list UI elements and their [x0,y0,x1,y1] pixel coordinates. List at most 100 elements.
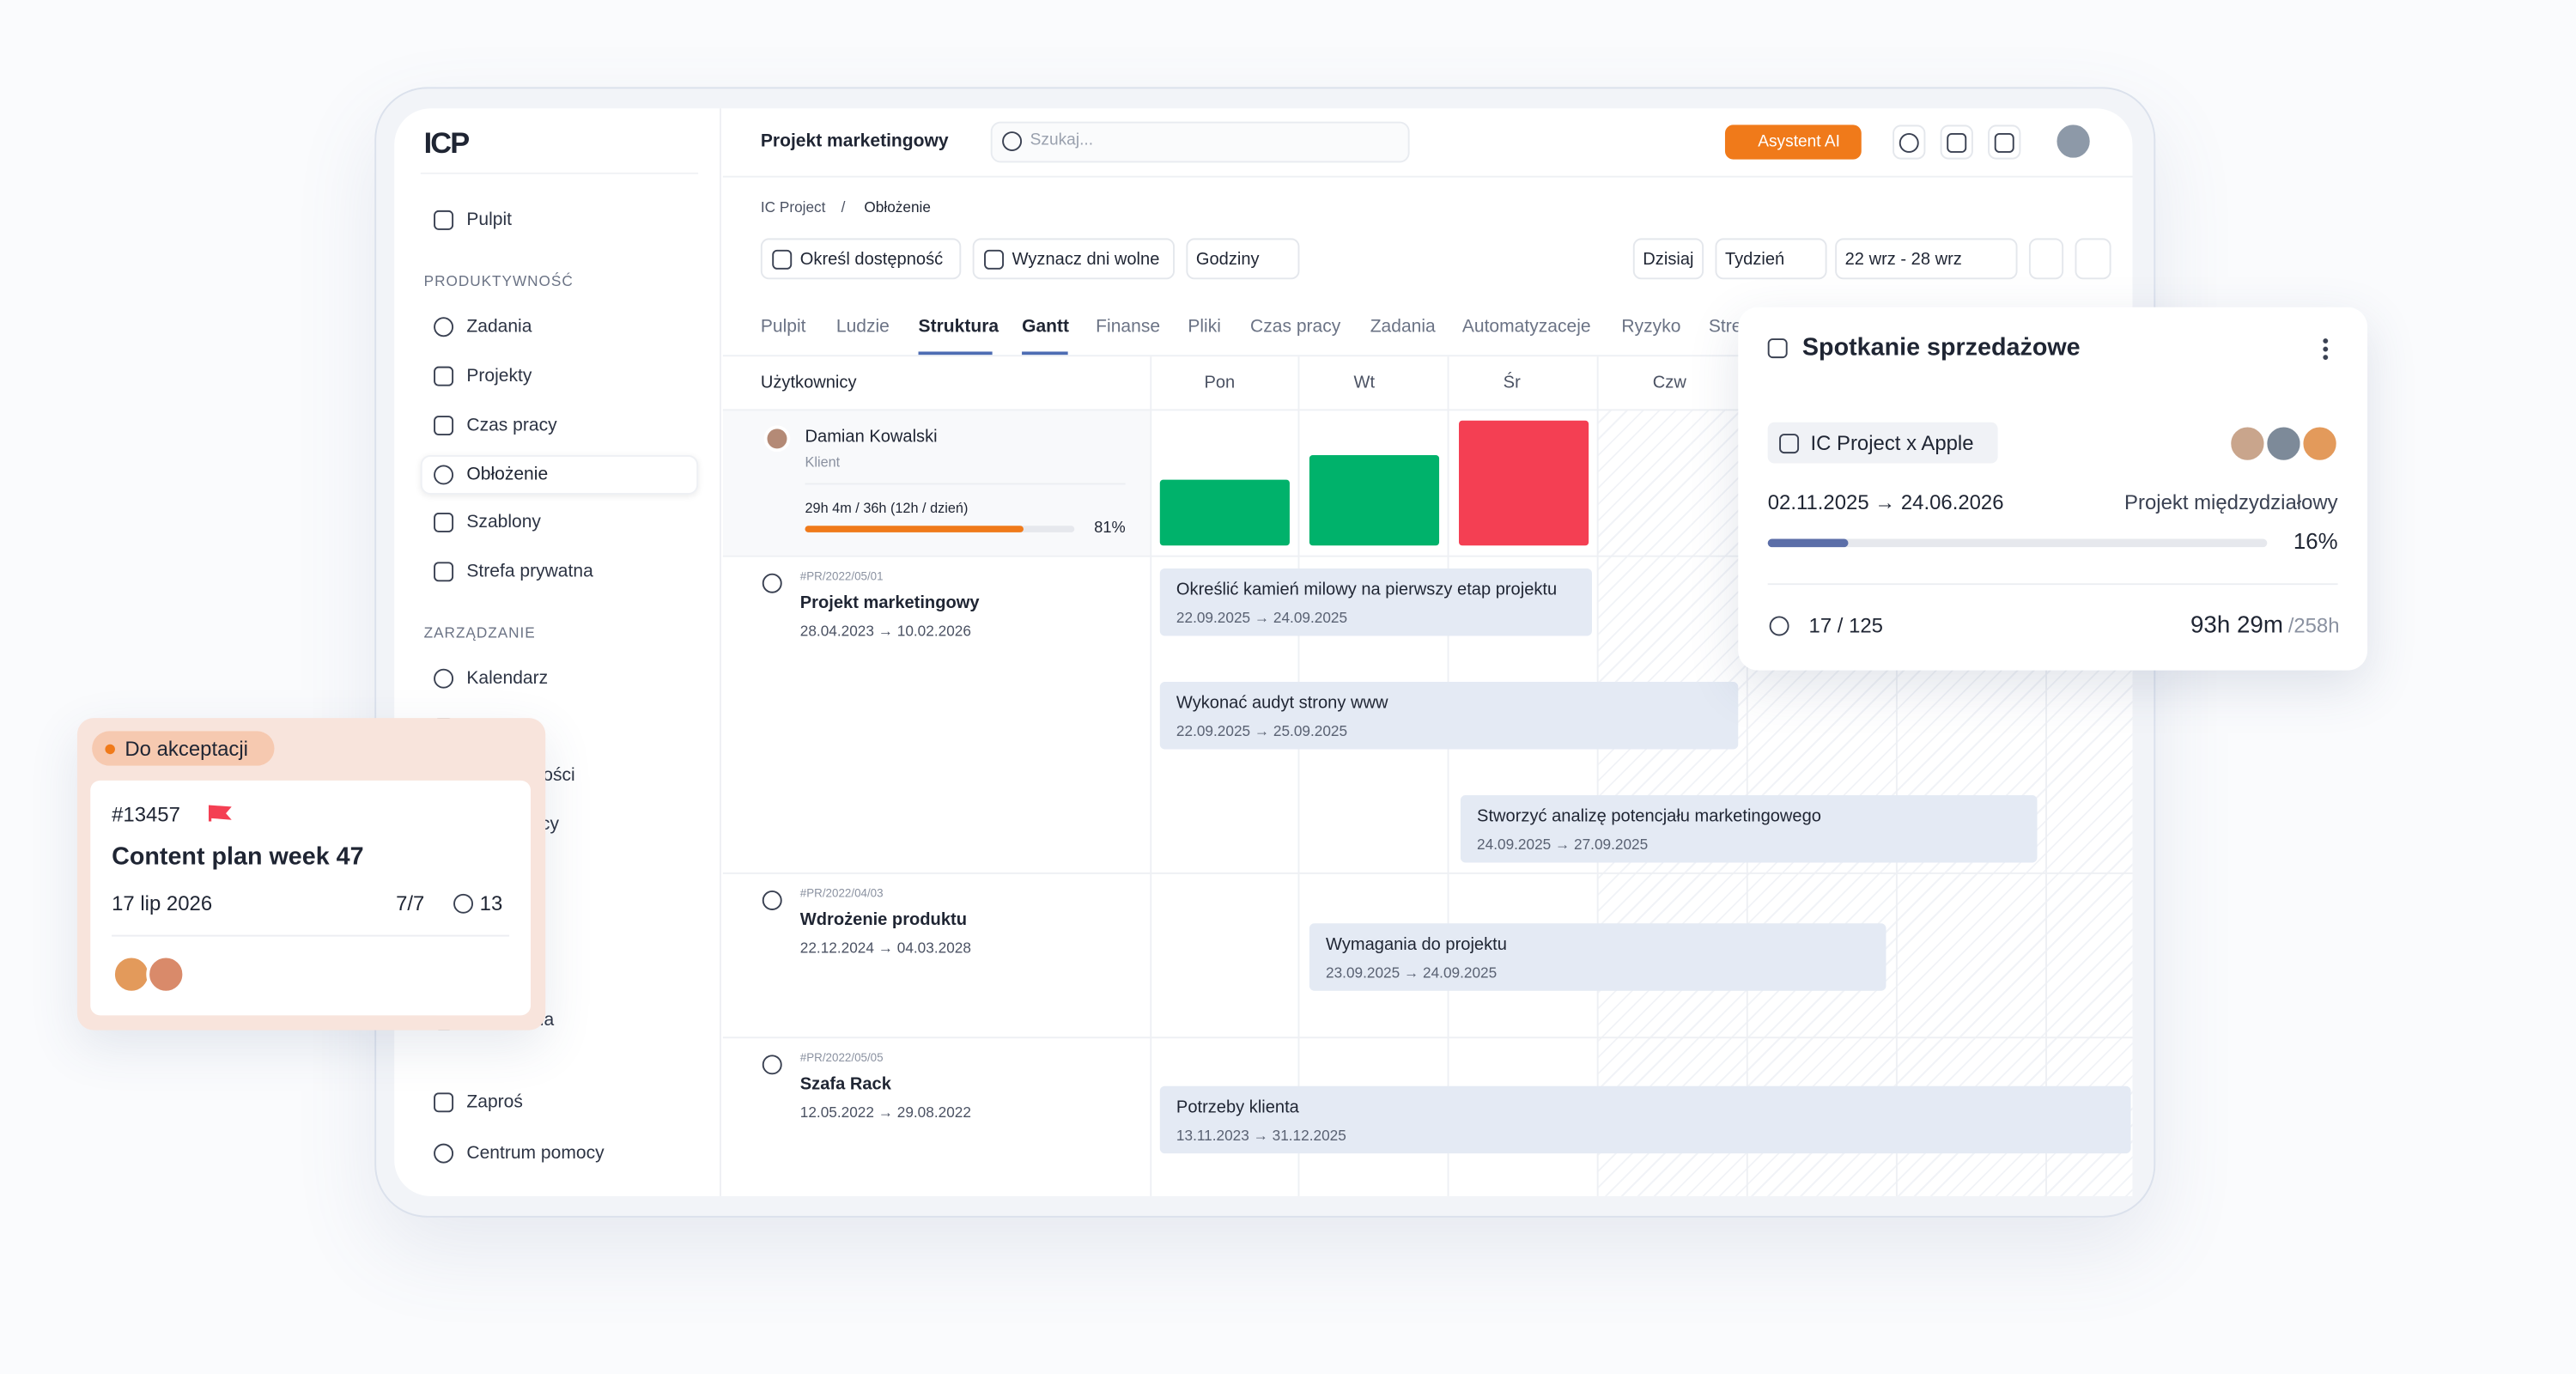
tab[interactable]: Ludzie [835,317,890,337]
icon [434,210,454,230]
nav-arrow[interactable] [2028,238,2064,280]
assistant-btn[interactable] [1724,125,1862,160]
task-subtasks: 7/7 [396,891,425,915]
icon [1994,132,2014,152]
nav-section: PRODUKTYWNOŚĆ [423,272,574,289]
logo: ICP [423,126,471,160]
icon [1899,132,1919,152]
gantt-task[interactable] [1159,568,1592,636]
icon [434,668,454,689]
card-tag-label: IC Project x Apple [1810,432,1974,455]
tab[interactable]: Pulpit [760,317,806,337]
toolbar-btn[interactable] [1715,238,1827,280]
task-divider [112,934,510,937]
card-divider [1767,583,2338,586]
toolbar-btn[interactable] [760,238,962,280]
task-title: Content plan week 47 [112,842,364,872]
nav-item[interactable]: Obłożenie [466,465,549,485]
active-item [420,454,699,495]
toolbar-btn[interactable] [1835,238,2018,280]
gantt-task[interactable] [1159,1085,2131,1154]
nav-item[interactable]: Zadania [466,317,532,337]
user-role: Klient [805,453,841,471]
breadcrumb[interactable]: IC Project [760,198,826,216]
project-name[interactable]: Projekt marketingowy [799,593,980,613]
workload-bar [1159,479,1290,546]
tabs-divider [722,355,2133,357]
icon-btn[interactable] [1893,125,1926,160]
nav-item[interactable]: Pulpit [466,210,513,230]
grid-col [1596,356,1599,1196]
toolbar-label: Dzisiaj [1643,248,1694,269]
user-divider [805,483,1126,485]
breadcrumb-sep: / [841,198,846,216]
nav-arrow[interactable] [2075,238,2111,280]
tab[interactable]: Automatyzaceje [1461,317,1591,337]
topbar-divider [722,175,2133,178]
avatar [112,954,152,994]
task-dates: 22.09.2025 → 24.09.2025 [1176,609,1348,626]
icon [1767,338,1788,359]
nav-item[interactable]: Szablony [466,512,541,532]
nav-item[interactable]: Zaproś [466,1092,523,1113]
tab[interactable]: Czas pracy [1250,317,1341,337]
icon [434,562,454,582]
task-date: 17 lip 2026 [112,891,213,915]
status-label: Do akceptacji [125,737,248,760]
tab[interactable]: Finanse [1096,317,1161,337]
sidebar-divider [720,108,721,1196]
project-select[interactable]: Projekt marketingowy [760,131,949,152]
card-progress: 16% [2293,529,2338,554]
user-load: 81% [1094,519,1126,538]
icon [1779,434,1800,454]
nav-item[interactable]: Centrum pomocy [466,1143,605,1164]
icon-btn[interactable] [1940,125,1973,160]
tab[interactable]: Gantt [1022,317,1070,337]
grid-col [1150,356,1152,1196]
card-time-wrap: 93h 29m/258h [2190,611,2340,641]
task-dates: 24.09.2025 → 27.09.2025 [1477,836,1649,854]
toolbar-label: Tydzień [1724,248,1785,269]
grid-col [2045,356,2047,1196]
toolbar-btn[interactable] [1186,238,1300,280]
gantt-task[interactable] [1159,682,1739,750]
gantt-task[interactable] [1460,795,2038,863]
task-title: Stworzyć analizę potencjału marketingowe… [1477,806,1821,827]
search-placeholder: Szukaj... [1030,131,1094,150]
kebab [2323,337,2329,362]
nav-item[interactable]: Projekty [466,366,532,386]
toolbar-btn[interactable] [1632,238,1704,280]
nav-item[interactable]: Czas pracy [466,416,557,436]
day: Wt [1353,373,1376,393]
card-dates: 02.11.2025 → 24.06.2026 [1767,491,2004,514]
icon [762,891,782,910]
icon-btn[interactable] [1988,125,2021,160]
project-card[interactable] [1738,307,2368,671]
tab[interactable]: Zadania [1370,317,1436,337]
icon [984,248,1005,269]
toolbar-btn[interactable] [972,238,1176,280]
nav-item[interactable]: Kalendarz [466,668,549,689]
task-dates: 23.09.2025 → 24.09.2025 [1326,964,1498,982]
avatar [146,954,186,994]
tab[interactable]: Struktura [918,317,999,337]
project-name[interactable]: Wdrożenie produktu [799,909,967,930]
avatar [2053,121,2093,161]
icon [1769,616,1789,636]
tab[interactable]: Pliki [1188,317,1221,337]
project-code: #PR/2022/05/05 [799,1053,884,1065]
search[interactable] [990,121,1410,163]
project-name[interactable]: Szafa Rack [799,1074,891,1095]
flag [208,805,232,822]
task-title: Wymagania do projektu [1326,934,1507,955]
card-time-total: /258h [2287,614,2340,638]
grid-row [722,555,2133,557]
grid-row [722,872,2133,874]
card-time: 93h 29m [2190,612,2283,640]
tab[interactable]: Ryzyko [1621,317,1681,337]
card-kind: Projekt międzydziałowy [2124,491,2338,514]
gantt-task[interactable] [1309,923,1886,991]
grid-row [722,1037,2133,1039]
card-fill [1767,538,1848,548]
nav-item[interactable]: Strefa prywatna [466,562,593,582]
